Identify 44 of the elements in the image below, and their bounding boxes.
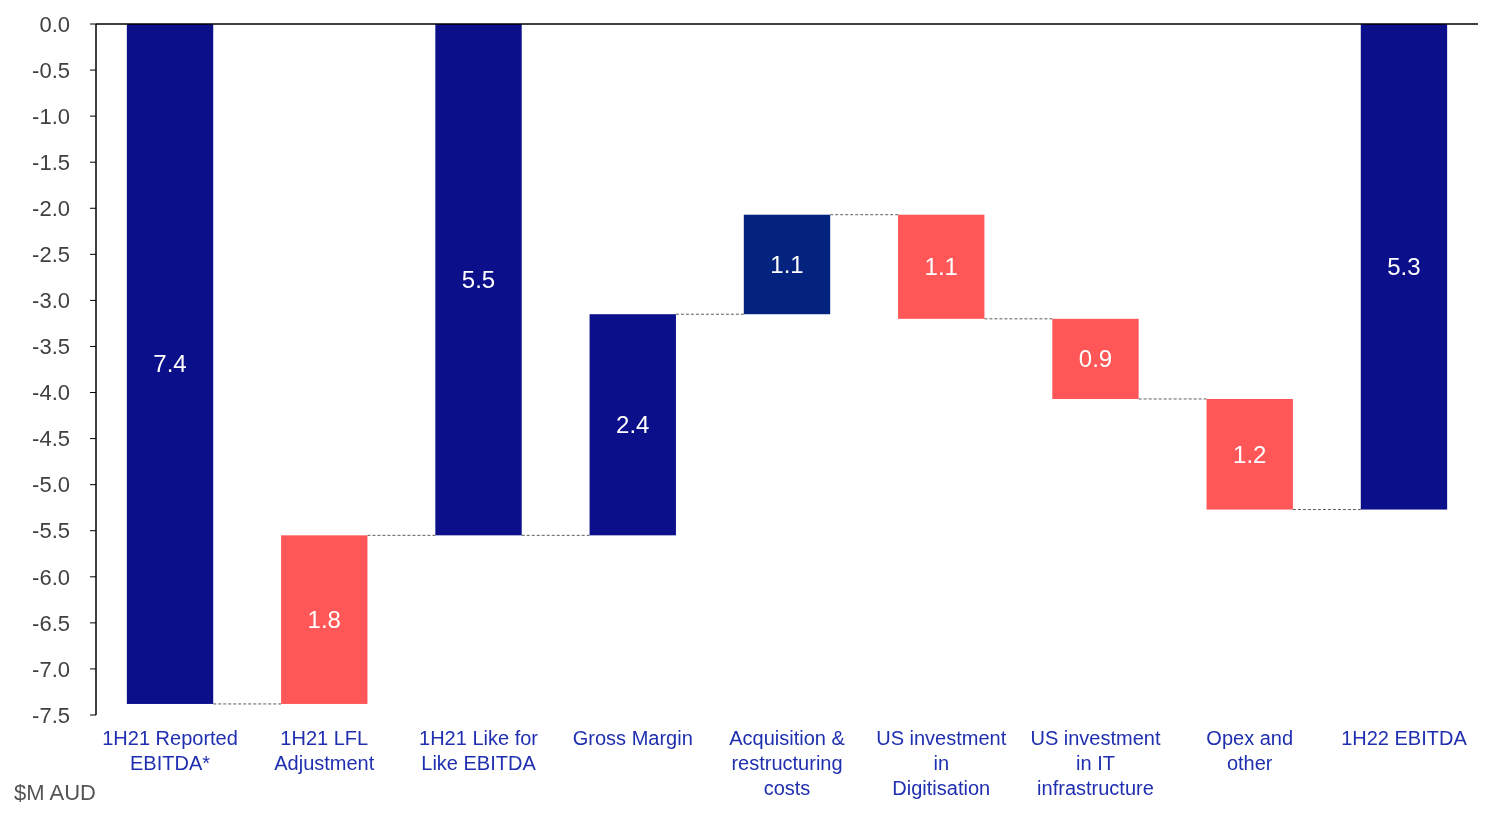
bar bbox=[1206, 398, 1293, 510]
y-tick-label: 0.0 bbox=[39, 11, 70, 37]
bar bbox=[589, 314, 676, 536]
data-label: 1.2 bbox=[1233, 440, 1267, 468]
data-label: 1.8 bbox=[307, 606, 341, 634]
y-tick-label: -2.5 bbox=[32, 242, 70, 268]
y-tick-label: -7.5 bbox=[32, 702, 70, 728]
y-tick-label: -0.5 bbox=[32, 57, 70, 83]
data-label: 2.4 bbox=[616, 411, 650, 439]
bar bbox=[281, 535, 368, 704]
y-tick-label: -1.0 bbox=[32, 103, 70, 129]
y-tick-label: -4.0 bbox=[32, 380, 70, 406]
bar bbox=[1052, 318, 1139, 399]
data-label: 1.1 bbox=[924, 253, 958, 281]
data-label: 5.3 bbox=[1387, 253, 1421, 281]
x-tick-label: US investment in Digitisation bbox=[876, 727, 1007, 799]
y-tick-label: -5.0 bbox=[32, 472, 70, 498]
y-tick-label: -6.5 bbox=[32, 610, 70, 636]
data-label: 0.9 bbox=[1078, 345, 1113, 373]
data-label: 7.4 bbox=[153, 350, 187, 378]
x-tick-label: 1H21 LFL Adjustment bbox=[274, 727, 375, 774]
bar bbox=[126, 24, 214, 704]
text: $M AUD bbox=[14, 780, 96, 805]
x-tick-label: US investment in IT infrastructure bbox=[1030, 727, 1161, 799]
x-tick-label: Acquisition & restructuring costs bbox=[729, 727, 846, 799]
bar bbox=[898, 214, 985, 319]
data-label: 1.1 bbox=[770, 250, 804, 278]
y-tick-label: -3.0 bbox=[32, 288, 70, 314]
y-tick-label: -7.0 bbox=[32, 656, 70, 682]
x-tick-label: Gross Margin bbox=[572, 727, 693, 749]
bar bbox=[1360, 24, 1448, 510]
x-tick-label: 1H22 EBITDA bbox=[1341, 727, 1468, 749]
y-tick-label: -1.5 bbox=[32, 149, 70, 175]
x-tick-label: Opex and other bbox=[1206, 727, 1294, 774]
y-tick-label: -2.0 bbox=[32, 195, 70, 221]
data-label: 5.5 bbox=[461, 266, 496, 294]
y-tick-label: -3.5 bbox=[32, 334, 70, 360]
x-tick-label: 1H21 Reported EBITDA* bbox=[102, 727, 238, 774]
y-tick-label: -6.0 bbox=[32, 564, 70, 590]
bar bbox=[435, 24, 522, 536]
bar bbox=[743, 214, 831, 315]
x-tick-label: 1H21 Like for Like EBITDA bbox=[419, 727, 539, 774]
y-tick-label: -5.5 bbox=[32, 518, 70, 544]
y-tick-label: -4.5 bbox=[32, 426, 70, 452]
